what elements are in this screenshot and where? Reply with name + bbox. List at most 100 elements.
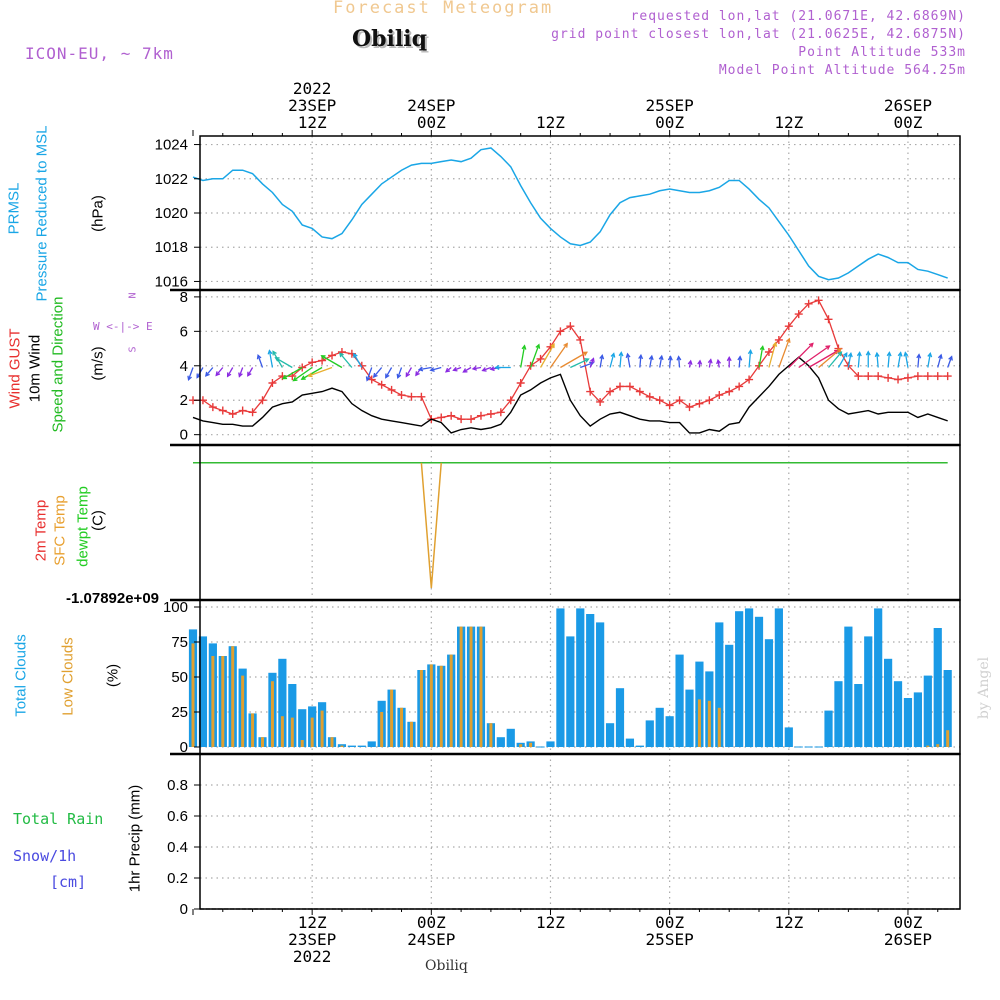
low-clouds-bar [390, 689, 394, 747]
wind-gust-marker [437, 413, 446, 422]
wind-gust-marker [397, 391, 406, 400]
station-name: Obiliq [352, 26, 428, 52]
total-clouds-bar [298, 709, 307, 747]
wind-vector-arrow [419, 366, 432, 371]
wind-gust-marker [417, 392, 426, 401]
wind-vector-arrowhead [687, 359, 693, 365]
wind-vector-arrow [257, 355, 264, 368]
wind-vector-arrow [599, 355, 603, 368]
wind-vector-arrow [187, 367, 194, 380]
time-axis-top-label: 12Z [298, 113, 327, 132]
temp-ymin-label: -1.07892e+09 [66, 590, 160, 607]
wind-vector-arrowhead [353, 352, 358, 358]
total-clouds-bar [586, 614, 595, 747]
wind-vector-arrowhead [625, 352, 631, 359]
low-clouds-bar [419, 670, 423, 747]
wind-vector-arrow [639, 355, 642, 368]
low-clouds-bar [191, 643, 195, 747]
wind-vector-arrow [549, 343, 568, 368]
low-clouds-bar [251, 713, 255, 747]
wind-vector-arrow [768, 342, 777, 368]
low-clouds-bar [946, 730, 950, 747]
wind-vector-arrow [539, 343, 555, 368]
low-clouds-bar [439, 665, 443, 747]
wind-vector-arrow [430, 366, 442, 371]
wind-vector-arrow [609, 353, 615, 368]
total-clouds-bar [496, 737, 505, 747]
total-clouds-bar [288, 684, 297, 747]
wind-vector-arrowhead [897, 351, 903, 357]
low-clouds-bar [519, 744, 523, 747]
wind-vector-arrow [897, 352, 902, 368]
wind-vector-arrowhead [856, 351, 862, 357]
total-clouds-bar [675, 654, 684, 747]
wind-vector-arrowhead [590, 357, 595, 363]
time-axis-bottom-label: 2022 [293, 947, 332, 966]
wind-vector-arrowhead [204, 371, 210, 377]
wind-gust-marker [725, 387, 734, 396]
wind-vector-arrow [570, 358, 589, 369]
wind-vector-arrowhead [638, 353, 644, 360]
wind-vector-arrowhead [667, 355, 673, 361]
y-tick-label: 4 [180, 358, 188, 375]
total-clouds-bar [943, 670, 952, 747]
low-clouds-bar [221, 656, 225, 747]
low-clouds-bar [340, 745, 344, 747]
wind-vector-arrow [626, 353, 631, 368]
low-clouds-bar [479, 626, 483, 747]
wind-vector-arrow [619, 352, 622, 368]
wind-vector-arrowhead [658, 354, 664, 361]
total-clouds-bar [576, 608, 585, 747]
wind-vector-arrow [205, 367, 214, 377]
wind-vector-arrowhead [759, 345, 765, 351]
wind-vector-arrowhead [320, 355, 326, 360]
wind-gust-marker [933, 372, 942, 381]
y-tick-label: 0.4 [167, 839, 188, 856]
wind-vector-arrow [758, 346, 764, 368]
wind-vector-arrow [748, 350, 752, 368]
wind-gust-marker [606, 387, 615, 396]
wind-vector-arrowhead [842, 352, 848, 358]
y-tick-label: 25 [171, 704, 188, 721]
wind-vector-arrowhead [785, 337, 791, 343]
wind-gust-marker [506, 396, 515, 405]
wind-gust-marker [665, 401, 674, 410]
total-clouds-bar [347, 745, 356, 747]
wind-vector-arrow [301, 366, 323, 380]
wind-gust-marker [357, 361, 366, 370]
wind-vector-arrow [238, 367, 244, 377]
compass-west-east-label: W <-|-> E [93, 320, 153, 333]
wind-vector-arrowhead [300, 375, 306, 380]
wind-gust-marker [447, 411, 456, 420]
wind-vector-arrowhead [471, 365, 477, 371]
wind-vector-arrowhead [521, 344, 527, 350]
wind-gust-marker [715, 391, 724, 400]
wind-vector-arrow [227, 367, 234, 377]
total-clouds-bar [556, 608, 565, 747]
low-clouds-bar [270, 681, 274, 747]
wind-gust-marker [685, 403, 694, 412]
low-clouds-bar [261, 737, 265, 747]
wind-gust-marker [645, 392, 654, 401]
wind-vector-arrowhead [563, 342, 568, 348]
panel-frame [199, 444, 961, 601]
wind-gust-marker [258, 396, 267, 405]
wind-vector-arrowhead [372, 372, 378, 378]
wind-vector-arrowhead [737, 355, 743, 361]
time-axis-top-label: 00Z [655, 113, 684, 132]
time-axis-top-label: 25SEP [646, 96, 694, 115]
time-axis-bottom-label: 24SEP [407, 930, 455, 949]
low-clouds-bar [529, 742, 533, 747]
total-clouds-bar [893, 681, 903, 747]
total-clouds-bar [367, 741, 376, 747]
wind-vector-arrowhead [836, 347, 842, 353]
wind-vector-arrowhead [808, 342, 814, 348]
wind-gust-marker [208, 403, 217, 412]
total-clouds-bar [735, 611, 744, 747]
model-point-altitude: Model Point Altitude 564.25m [718, 63, 966, 78]
time-axis-top-label: 00Z [894, 113, 923, 132]
wind-vector-arrowhead [415, 371, 420, 377]
total-clouds-bar [754, 616, 764, 747]
wind-gust-marker [516, 379, 525, 387]
low-clouds-bar [211, 656, 215, 747]
